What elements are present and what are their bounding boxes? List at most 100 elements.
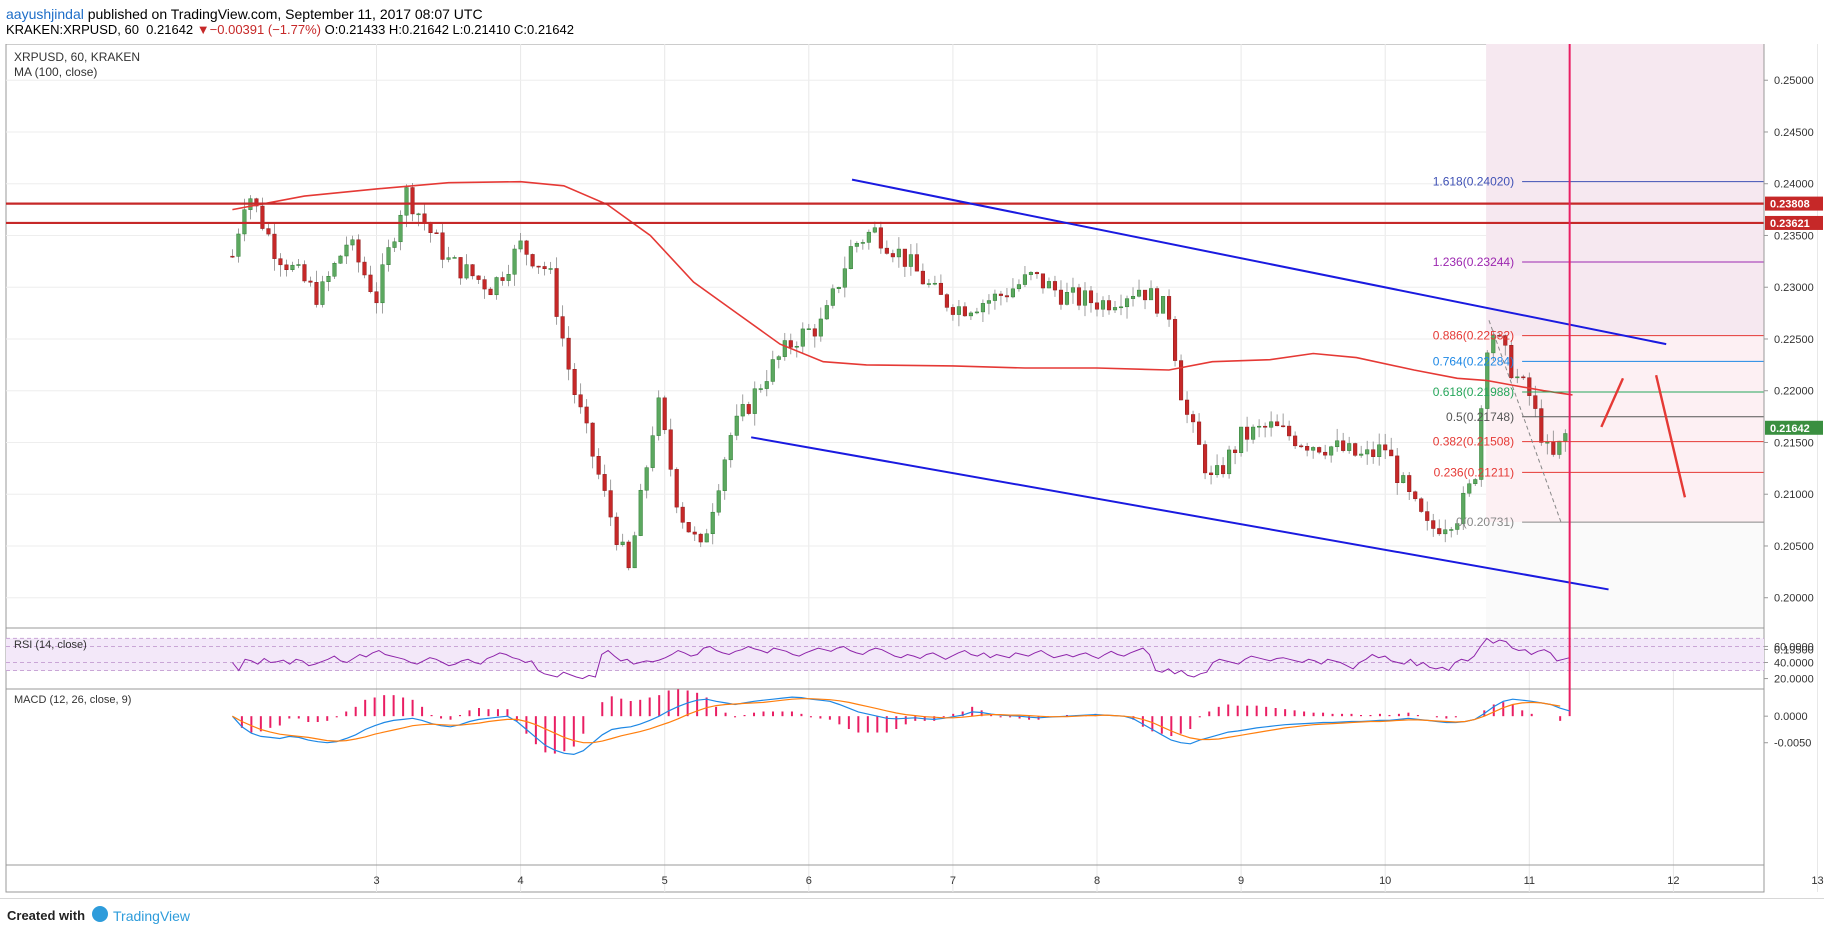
candle-body xyxy=(513,249,517,274)
candle xyxy=(615,512,619,550)
candle-body xyxy=(501,278,505,281)
candle xyxy=(999,291,1003,305)
candle-body xyxy=(831,289,835,306)
candle-body xyxy=(1191,415,1195,422)
candle xyxy=(231,249,235,258)
candle-body xyxy=(429,223,433,232)
candle xyxy=(1209,466,1213,485)
candle xyxy=(867,229,871,249)
candle-body xyxy=(267,229,271,235)
candle-body xyxy=(339,256,343,263)
candle xyxy=(765,370,769,396)
candle xyxy=(1329,446,1333,463)
candle xyxy=(567,326,571,380)
candle xyxy=(1305,443,1309,456)
candle xyxy=(381,253,385,313)
ohlc-text: O:0.21433 H:0.21642 L:0.21410 C:0.21642 xyxy=(325,22,574,37)
candle-body xyxy=(351,240,355,245)
candle xyxy=(1203,440,1207,479)
candle xyxy=(1155,286,1159,317)
candle xyxy=(657,390,661,440)
candle xyxy=(585,399,589,433)
candle-body xyxy=(903,249,907,266)
candle xyxy=(837,287,841,293)
candle xyxy=(1401,472,1405,483)
candle xyxy=(1215,454,1219,477)
candle-body xyxy=(777,357,781,360)
candle-body xyxy=(561,317,565,339)
x-tick-label: 4 xyxy=(518,875,524,887)
candle-body xyxy=(489,289,493,295)
candle xyxy=(579,383,583,413)
candle-body xyxy=(837,287,841,288)
candle xyxy=(639,484,643,536)
candle-body xyxy=(795,346,799,347)
candle-body xyxy=(621,542,625,545)
candle xyxy=(1425,502,1429,531)
candle-body xyxy=(1035,272,1039,273)
candle-body xyxy=(729,435,733,459)
candle-body xyxy=(957,307,961,315)
candle xyxy=(501,272,505,286)
candle xyxy=(1395,448,1399,495)
candle xyxy=(1239,427,1243,457)
candle xyxy=(285,260,289,277)
candle-body xyxy=(1131,296,1135,298)
candle xyxy=(459,257,463,285)
candle xyxy=(1311,446,1315,459)
author-link[interactable]: aayushjindal xyxy=(6,6,84,22)
candle xyxy=(1191,411,1195,433)
candle xyxy=(711,503,715,544)
candle xyxy=(267,223,271,237)
candle-body xyxy=(1113,307,1117,310)
candle-body xyxy=(435,233,439,234)
candle-body xyxy=(873,228,877,232)
candle-body xyxy=(459,257,463,278)
candle-body xyxy=(855,243,859,246)
candle xyxy=(1275,414,1279,426)
fib-zone xyxy=(1486,44,1764,665)
last-price-label: 0.21642 xyxy=(1770,423,1810,435)
candle xyxy=(1071,278,1075,304)
candle-body xyxy=(633,536,637,568)
candle-body xyxy=(237,234,241,256)
candle-body xyxy=(1353,443,1357,455)
candle-body xyxy=(1125,299,1129,307)
candle xyxy=(531,254,535,269)
candle xyxy=(1101,296,1105,317)
chart-title: XRPUSD, 60, KRAKEN xyxy=(14,50,140,64)
candle-body xyxy=(615,517,619,545)
candle xyxy=(1005,288,1009,302)
macd-line xyxy=(232,697,1569,754)
x-tick-label: 3 xyxy=(373,875,379,887)
candle-body xyxy=(921,271,925,284)
candle-body xyxy=(909,255,913,267)
candle-body xyxy=(1245,427,1249,439)
price-chart[interactable]: 1.618(0.24020) 1.236(0.23244) 0.886(0.2253… xyxy=(0,44,1824,898)
candle-body xyxy=(261,206,265,229)
candle-body xyxy=(1281,426,1285,427)
y-tick-label: 0.24000 xyxy=(1774,179,1814,191)
candle xyxy=(1095,293,1099,316)
candle xyxy=(663,396,667,434)
candle-body xyxy=(1395,456,1399,483)
candle-body xyxy=(735,416,739,435)
candle-body xyxy=(759,389,763,390)
candle-body xyxy=(1185,400,1189,414)
candle-body xyxy=(1101,301,1105,310)
candle-body xyxy=(543,266,547,268)
candle xyxy=(825,300,829,320)
candle xyxy=(243,199,247,242)
candle xyxy=(705,529,709,543)
candle-body xyxy=(1017,285,1021,289)
candle-body xyxy=(555,268,559,316)
candle xyxy=(339,255,343,264)
candle xyxy=(933,276,937,286)
tradingview-link[interactable]: TradingView xyxy=(113,908,190,924)
fib-level-label: 1.236(0.23244) xyxy=(1433,255,1514,269)
candle-body xyxy=(807,329,811,330)
candle xyxy=(1443,520,1447,543)
candle xyxy=(543,262,547,276)
chart-header: aayushjindal published on TradingView.co… xyxy=(0,0,1824,44)
candle xyxy=(777,355,781,368)
